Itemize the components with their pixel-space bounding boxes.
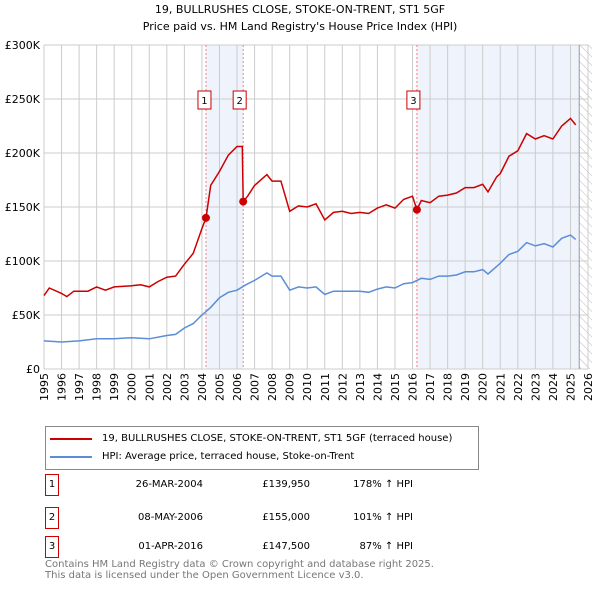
copyright-text: Contains HM Land Registry data © Crown c… bbox=[45, 559, 434, 570]
x-tick-label: 1999 bbox=[108, 373, 121, 401]
hpi-line bbox=[43, 234, 577, 343]
x-tick-label: 1996 bbox=[56, 373, 69, 401]
x-tick-label: 2018 bbox=[442, 373, 455, 401]
legend-swatch-blue bbox=[50, 455, 92, 458]
sale-label: 2 bbox=[236, 96, 242, 107]
x-tick-label: 2017 bbox=[424, 373, 437, 401]
x-tick-label: 2010 bbox=[301, 373, 314, 401]
footer: Contains HM Land Registry data © Crown c… bbox=[45, 559, 434, 581]
sale-date: 01-APR-2016 bbox=[138, 541, 203, 552]
y-tick-label: £200K bbox=[5, 147, 41, 160]
marker-badge: 3 bbox=[45, 536, 59, 558]
x-tick-label: 2012 bbox=[336, 373, 349, 401]
hpi-diff: 178% ↑ HPI bbox=[353, 479, 413, 490]
y-tick-label: £250K bbox=[5, 93, 41, 106]
legend-label: 19, BULLRUSHES CLOSE, STOKE-ON-TRENT, ST… bbox=[102, 433, 453, 444]
x-tick-label: 2002 bbox=[161, 373, 174, 401]
x-tick-label: 2022 bbox=[512, 373, 525, 401]
x-tick-label: 1997 bbox=[73, 373, 86, 401]
sale-label: 3 bbox=[410, 96, 416, 107]
sale-label-box bbox=[406, 90, 421, 110]
x-tick-label: 2020 bbox=[477, 373, 490, 401]
sale-point bbox=[412, 205, 421, 214]
x-tick-label: 2025 bbox=[564, 373, 577, 401]
y-tick-label: £150K bbox=[5, 201, 41, 214]
sale-point bbox=[239, 197, 248, 206]
x-tick-label: 2008 bbox=[266, 373, 279, 401]
legend: 19, BULLRUSHES CLOSE, STOKE-ON-TRENT, ST… bbox=[45, 426, 479, 470]
sale-label-box bbox=[232, 90, 247, 110]
y-tick-label: £100K bbox=[5, 255, 41, 268]
x-tick-label: 2005 bbox=[213, 373, 226, 401]
x-tick-label: 2021 bbox=[494, 373, 507, 401]
x-tick-label: 1995 bbox=[38, 373, 51, 401]
x-tick-label: 2016 bbox=[407, 373, 420, 401]
price-chart: 19, BULLRUSHES CLOSE, STOKE-ON-TRENT, ST… bbox=[5, 3, 595, 401]
sale-price: £147,500 bbox=[262, 541, 310, 552]
x-tick-label: 1998 bbox=[91, 373, 104, 401]
x-tick-label: 2023 bbox=[529, 373, 542, 401]
x-tick-label: 2000 bbox=[126, 373, 139, 401]
legend-item-property: 19, BULLRUSHES CLOSE, STOKE-ON-TRENT, ST… bbox=[50, 433, 452, 444]
x-tick-label: 2003 bbox=[178, 373, 191, 401]
x-tick-label: 2024 bbox=[547, 373, 560, 401]
property-price-line bbox=[43, 117, 577, 298]
x-tick-label: 2014 bbox=[371, 373, 384, 401]
sale-price: £139,950 bbox=[262, 479, 310, 490]
x-tick-label: 2015 bbox=[389, 373, 402, 401]
chart-title: 19, BULLRUSHES CLOSE, STOKE-ON-TRENT, ST… bbox=[155, 3, 445, 16]
sale-date: 26-MAR-2004 bbox=[135, 479, 203, 490]
x-tick-label: 2026 bbox=[582, 373, 595, 401]
x-tick-label: 2019 bbox=[459, 373, 472, 401]
y-tick-label: £300K bbox=[5, 39, 41, 52]
marker-badge: 1 bbox=[45, 474, 59, 496]
x-tick-label: 2006 bbox=[231, 373, 244, 401]
y-tick-label: £0 bbox=[26, 363, 40, 376]
x-tick-label: 2011 bbox=[319, 373, 332, 401]
marker-badge: 2 bbox=[45, 507, 59, 529]
x-tick-label: 2001 bbox=[143, 373, 156, 401]
sale-label: 1 bbox=[201, 96, 207, 107]
x-tick-label: 2007 bbox=[249, 373, 262, 401]
license-text: This data is licensed under the Open Gov… bbox=[45, 570, 364, 581]
hpi-diff: 101% ↑ HPI bbox=[353, 512, 413, 523]
legend-item-hpi: HPI: Average price, terraced house, Stok… bbox=[50, 451, 354, 462]
hpi-diff: 87% ↑ HPI bbox=[359, 541, 413, 552]
legend-swatch-red bbox=[50, 437, 92, 440]
sale-label-box bbox=[197, 90, 212, 110]
sale-point bbox=[201, 213, 210, 222]
legend-label: HPI: Average price, terraced house, Stok… bbox=[102, 451, 355, 462]
sale-price: £155,000 bbox=[262, 512, 310, 523]
x-tick-label: 2009 bbox=[284, 373, 297, 401]
sale-date: 08-MAY-2006 bbox=[137, 512, 203, 523]
y-tick-label: £50K bbox=[12, 309, 41, 322]
chart-subtitle: Price paid vs. HM Land Registry's House … bbox=[143, 20, 458, 33]
x-tick-label: 2004 bbox=[196, 373, 209, 401]
x-tick-label: 2013 bbox=[354, 373, 367, 401]
